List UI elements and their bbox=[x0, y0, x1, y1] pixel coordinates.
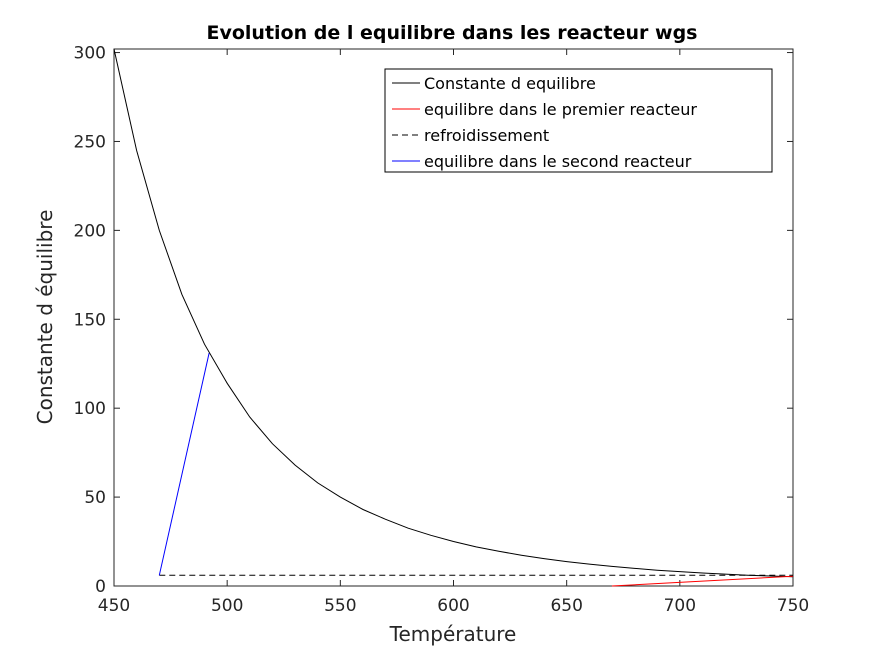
x-tick-label: 600 bbox=[437, 596, 469, 616]
y-tick-label: 300 bbox=[74, 44, 106, 64]
series-line-equilibre-dans-le-premier-reacteur bbox=[611, 575, 794, 587]
chart-title: Evolution de l equilibre dans les reacte… bbox=[207, 22, 698, 44]
legend-label: Constante d equilibre bbox=[424, 74, 596, 93]
legend-label: equilibre dans le second reacteur bbox=[424, 152, 692, 171]
x-tick-label: 500 bbox=[211, 596, 243, 616]
legend-label: equilibre dans le premier reacteur bbox=[424, 100, 697, 119]
axis-ticks: 450 500 550 600 650 700 750 0 50 100 150 200 250 300 bbox=[74, 44, 810, 616]
x-axis-label: Température bbox=[389, 622, 517, 646]
series-line-equilibre-dans-le-second-reacteur bbox=[158, 352, 210, 576]
x-tick-label: 700 bbox=[664, 596, 696, 616]
y-tick-label: 200 bbox=[74, 221, 106, 241]
series-line-constante-d-equilibre bbox=[113, 48, 794, 578]
y-axis-label: Constante d équilibre bbox=[33, 210, 57, 425]
x-tick-label: 650 bbox=[550, 596, 582, 616]
legend-box bbox=[384, 68, 773, 173]
legend-items: Constante d equilibre equilibre dans le p… bbox=[392, 74, 697, 171]
y-tick-label: 100 bbox=[74, 399, 106, 419]
x-tick-label: 750 bbox=[777, 596, 809, 616]
y-tick-label: 0 bbox=[95, 577, 106, 597]
y-tick-label: 50 bbox=[84, 488, 106, 508]
plot-lines bbox=[113, 48, 794, 587]
legend-label: refroidissement bbox=[424, 126, 549, 145]
x-tick-label: 550 bbox=[324, 596, 356, 616]
x-tick-label: 450 bbox=[98, 596, 130, 616]
y-tick-label: 150 bbox=[74, 310, 106, 330]
legend: Constante d equilibre equilibre dans le p… bbox=[384, 68, 773, 173]
y-tick-label: 250 bbox=[74, 132, 106, 152]
